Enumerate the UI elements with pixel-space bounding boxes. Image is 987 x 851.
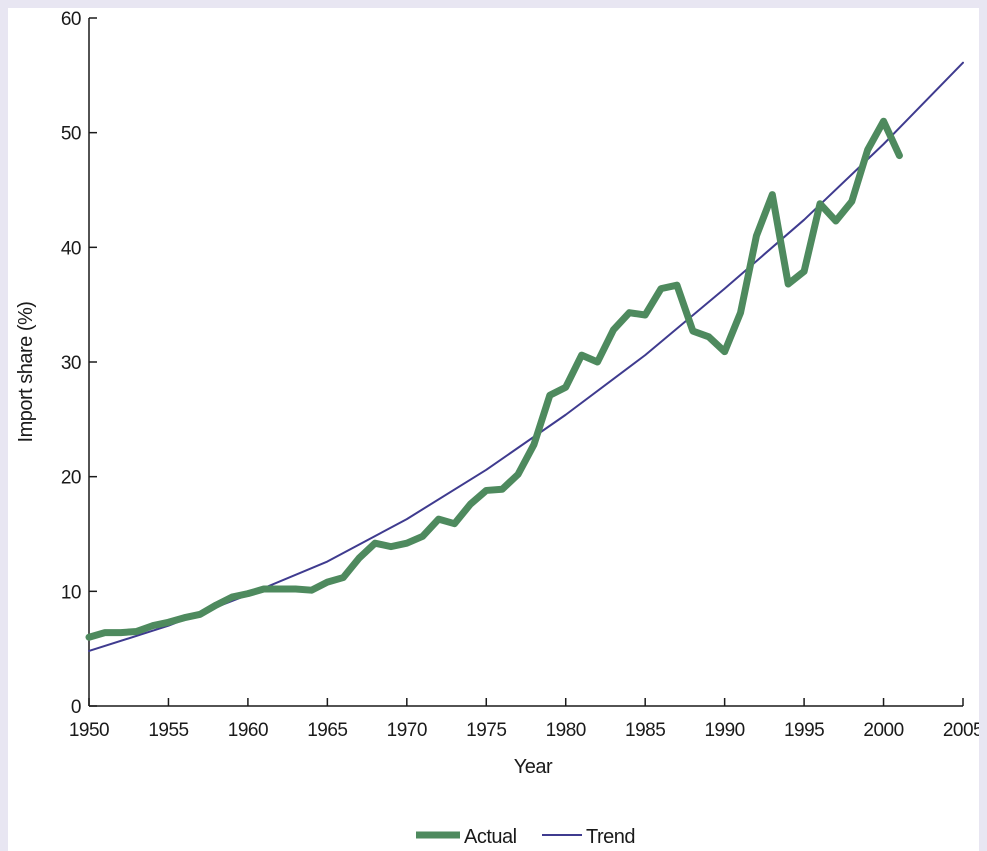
x-tick-label: 1985: [625, 720, 665, 741]
legend: Actual Trend: [416, 826, 636, 848]
x-tick-label: 1975: [466, 720, 506, 741]
x-tick-label: 1960: [228, 720, 268, 741]
x-tick-label: 1980: [546, 720, 586, 741]
x-axis-label: Year: [514, 756, 553, 778]
y-tick-label: 20: [61, 468, 81, 489]
legend-label-trend: Trend: [586, 826, 635, 848]
x-tick-label: 2000: [863, 720, 903, 741]
y-axis-label: Import share (%): [15, 302, 37, 443]
y-tick-label: 10: [61, 582, 81, 603]
y-tick-label: 40: [61, 238, 81, 259]
axes: [88, 17, 964, 707]
series-line-actual: [85, 117, 903, 641]
y-tick-label: 60: [61, 9, 81, 30]
y-tick-label: 0: [71, 697, 81, 718]
series-layer: [85, 61, 964, 652]
x-tick-label: 1990: [704, 720, 744, 741]
chart-panel: 0 10 20 30 40 50 60 1950 1955 1960 1965 1970 1975 198…: [8, 8, 979, 851]
y-tick-label: 30: [61, 353, 81, 374]
x-tick-label: 2005: [943, 720, 979, 741]
series-line-trend: [88, 61, 964, 652]
x-tick-label: 1995: [784, 720, 824, 741]
x-tick-label: 1955: [148, 720, 188, 741]
x-tick-label: 1965: [307, 720, 347, 741]
x-tick-label: 1970: [387, 720, 427, 741]
y-tick-label: 50: [61, 124, 81, 145]
x-tick-label: 1950: [69, 720, 109, 741]
legend-label-actual: Actual: [464, 826, 517, 848]
tick-labels: 0 10 20 30 40 50 60 1950 1955 1960 1965 1970 1975 198…: [61, 9, 979, 741]
import-share-chart: 0 10 20 30 40 50 60 1950 1955 1960 1965 1970 1975 198…: [15, 9, 979, 848]
